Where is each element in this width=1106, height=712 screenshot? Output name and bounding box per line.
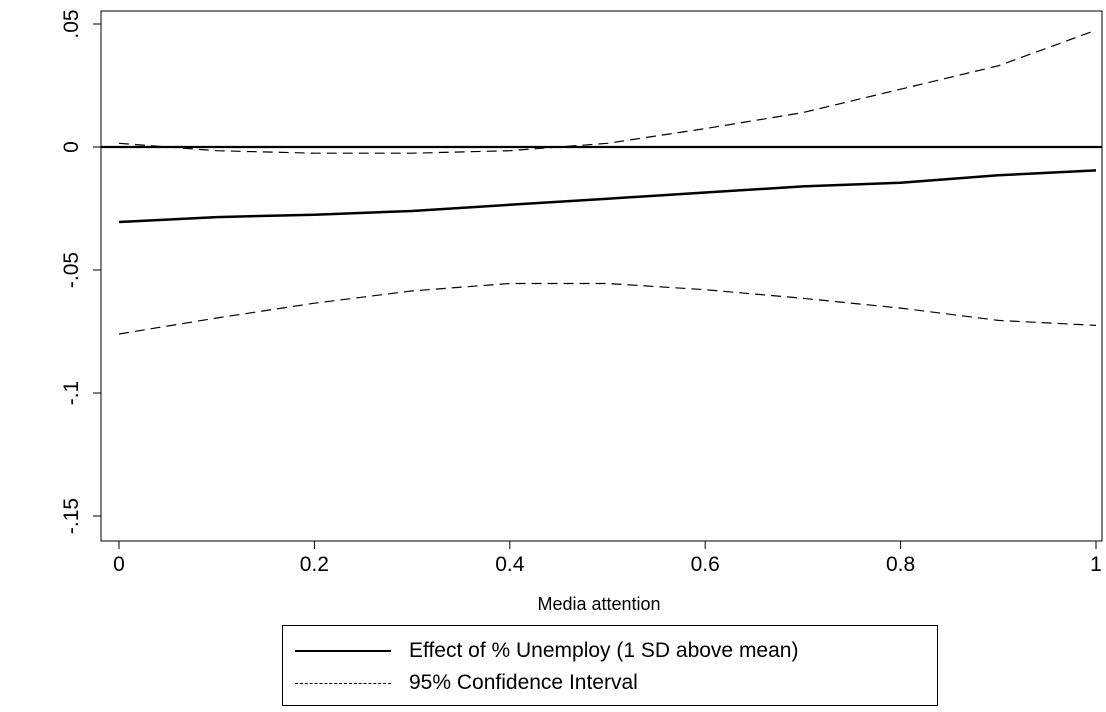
legend-label-ci: 95% Confidence Interval [409,671,638,694]
x-tick-label: 1 [1090,553,1102,576]
legend-label-effect: Effect of % Unemploy (1 SD above mean) [409,639,799,662]
legend: Effect of % Unemploy (1 SD above mean) 9… [282,625,938,706]
legend-dashed-line-swatch [295,682,391,684]
ci-upper-line [118,29,1097,154]
plot-border [100,10,1103,542]
y-tick-label: -.15 [60,498,83,534]
ci-lower-line [118,282,1097,335]
legend-solid-line-swatch [295,650,391,652]
plot-area [100,10,1103,542]
y-tick-label: -.05 [60,252,83,288]
y-tick-label: -.1 [60,381,83,406]
legend-item-ci: 95% Confidence Interval [295,668,638,698]
y-tick-label: .05 [60,9,83,38]
x-tick-label: 0 [113,553,125,576]
x-axis-label: Media attention [537,594,660,614]
legend-item-effect: Effect of % Unemploy (1 SD above mean) [295,636,798,666]
x-tick-label: 0.6 [691,553,720,576]
axes: 0 0.2 0.4 0.6 0.8 1 .05 0 -.05 -.1 -.15 [60,9,1102,576]
y-tick-label: 0 [60,141,83,153]
x-tick-label: 0.2 [300,553,329,576]
series-layer [101,29,1102,335]
x-tick-label: 0.4 [495,553,525,576]
x-tick-label: 0.8 [886,553,915,576]
effect-line [118,169,1097,224]
